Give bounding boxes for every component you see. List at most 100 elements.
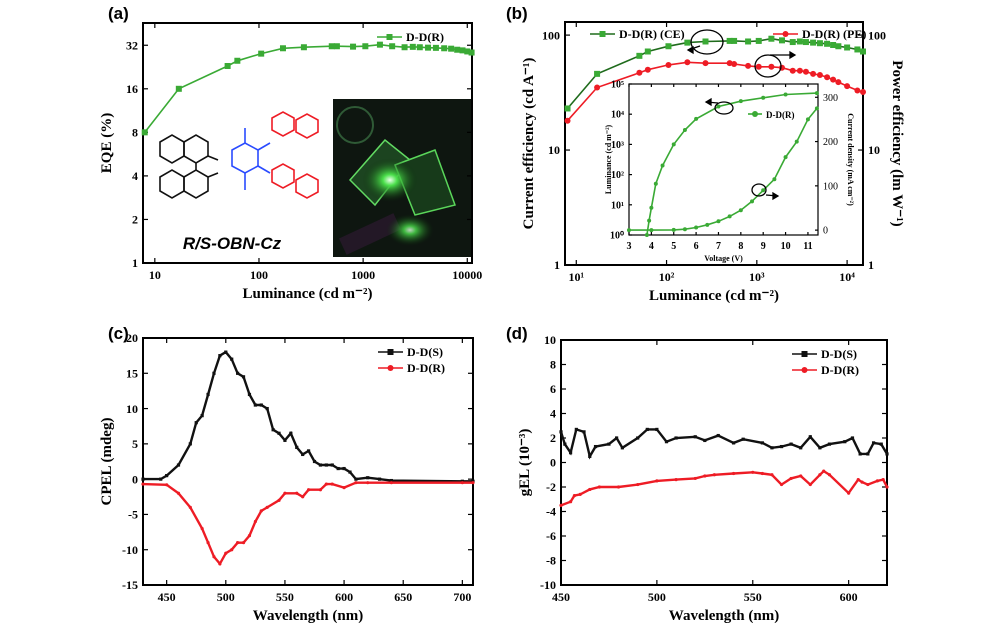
- data-point: [354, 477, 358, 481]
- series-line: [629, 107, 818, 231]
- data-point: [348, 470, 352, 474]
- data-point: [230, 548, 234, 552]
- data-point: [176, 491, 181, 495]
- x-tick-label: 550: [744, 590, 762, 604]
- x-tick-label: 600: [840, 590, 858, 604]
- y-tick-label: 32: [126, 38, 138, 52]
- data-point: [366, 476, 370, 480]
- legend-item: D-D(R): [792, 363, 859, 377]
- data-point: [665, 43, 672, 50]
- data-point: [760, 441, 764, 445]
- data-point: [212, 555, 216, 559]
- x-axis-title: Voltage (V): [704, 254, 743, 263]
- data-point: [866, 482, 870, 487]
- data-point: [660, 163, 665, 168]
- data-point: [218, 354, 222, 358]
- y-tick-label: -6: [546, 529, 556, 543]
- legend-item: D-D(R): [748, 110, 795, 120]
- molecule-label: R/S-OBN-Cz: [183, 234, 282, 253]
- data-point: [885, 485, 889, 489]
- data-point: [175, 85, 182, 92]
- data-point: [627, 228, 631, 233]
- data-point: [574, 427, 578, 432]
- x-axis-title: Luminance (cd m⁻²): [243, 286, 373, 302]
- legend-marker: [387, 349, 394, 355]
- y-tick-label: 20: [126, 331, 138, 345]
- data-point: [693, 476, 697, 481]
- y-tick-label: 0: [550, 456, 556, 470]
- data-point: [230, 357, 234, 361]
- data-point: [200, 526, 204, 531]
- data-point: [636, 52, 643, 59]
- data-point: [328, 43, 335, 50]
- data-point: [454, 46, 461, 53]
- data-point: [389, 43, 396, 50]
- legend-label: D-D(R): [406, 30, 444, 44]
- data-point: [620, 446, 624, 450]
- x-tick-label: 10: [781, 241, 791, 252]
- data-point: [847, 491, 851, 495]
- data-point: [224, 63, 231, 70]
- data-point: [572, 493, 577, 498]
- data-point: [830, 76, 837, 83]
- y-tick-label: 10: [544, 333, 556, 347]
- plot-frame: [564, 21, 864, 266]
- data-point: [885, 452, 889, 456]
- data-point: [871, 441, 876, 445]
- data-point: [218, 562, 222, 566]
- x-tick-label: 500: [217, 590, 235, 604]
- data-point: [636, 436, 640, 440]
- data-point: [594, 84, 601, 91]
- data-point: [816, 71, 823, 78]
- data-point: [300, 44, 307, 51]
- legend-item: D-D(R): [377, 30, 444, 44]
- data-point: [854, 46, 861, 53]
- data-point: [265, 505, 269, 509]
- data-point: [682, 127, 687, 132]
- data-point: [745, 62, 752, 69]
- data-point: [336, 466, 340, 471]
- data-point: [858, 452, 862, 456]
- data-point: [644, 48, 651, 55]
- data-point: [794, 139, 799, 144]
- legend-item: D-D(R) (PE): [773, 27, 866, 41]
- data-point: [564, 117, 571, 124]
- legend-item: D-D(S): [792, 347, 857, 361]
- data-point: [234, 57, 241, 64]
- data-point: [306, 488, 311, 492]
- data-point: [808, 435, 812, 439]
- data-point: [258, 50, 265, 57]
- legend-item: D-D(R): [378, 361, 445, 375]
- data-point: [366, 481, 370, 485]
- data-point: [824, 40, 831, 47]
- data-point: [814, 91, 819, 96]
- x-tick-label: 7: [716, 241, 721, 252]
- plot-frame: [142, 337, 474, 586]
- data-point: [636, 482, 640, 487]
- legend-marker: [801, 367, 808, 373]
- data-point: [409, 43, 416, 50]
- data-point: [731, 61, 738, 68]
- data-point: [879, 442, 883, 446]
- data-point: [799, 446, 803, 450]
- axis-indicator-annotations: [686, 29, 797, 201]
- y-tick-label: 10⁵: [611, 80, 624, 91]
- data-point: [206, 392, 210, 397]
- y-tick-label: 10⁰: [610, 231, 624, 242]
- data-point: [843, 440, 847, 444]
- y-tick-label: 2: [550, 431, 556, 445]
- data-point: [644, 66, 651, 73]
- data-point: [647, 218, 652, 223]
- data-point: [783, 92, 788, 97]
- data-point: [802, 68, 809, 75]
- data-point: [224, 551, 228, 555]
- y-tick-label: 10³: [611, 140, 624, 151]
- y2-tick-label: 200: [823, 137, 838, 148]
- y-tick-label: 10: [548, 143, 560, 157]
- data-point: [376, 41, 383, 48]
- data-point: [805, 117, 810, 122]
- data-point: [818, 473, 822, 477]
- molecule-structure: [159, 111, 319, 199]
- data-point: [799, 474, 803, 478]
- legend-marker: [782, 31, 789, 37]
